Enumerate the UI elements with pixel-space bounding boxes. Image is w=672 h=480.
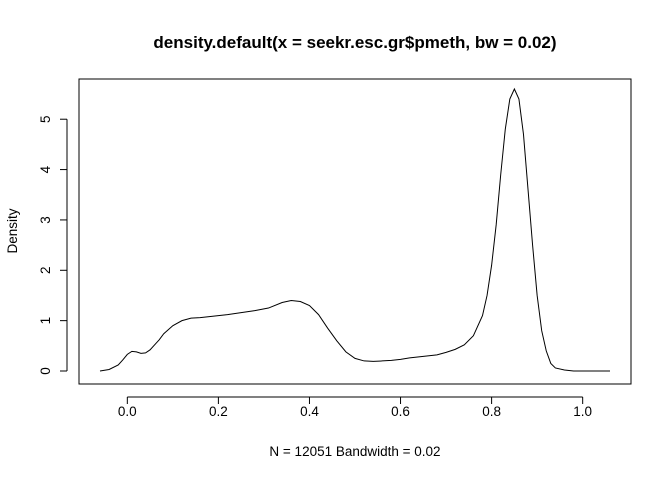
x-tick-label: 0.8 — [482, 404, 501, 419]
y-axis-label: Density — [5, 208, 20, 253]
y-tick-label: 1 — [38, 317, 53, 325]
chart-title: density.default(x = seekr.esc.gr$pmeth, … — [153, 33, 556, 52]
y-tick-label: 5 — [38, 115, 53, 123]
y-tick-label: 3 — [38, 216, 53, 224]
y-tick-label: 0 — [38, 367, 53, 375]
density-curve — [99, 87, 610, 372]
plot-frame — [78, 78, 632, 385]
x-tick-label: 0.4 — [300, 404, 319, 419]
y-tick-label: 4 — [38, 165, 53, 173]
x-tick-label: 0.0 — [118, 404, 137, 419]
x-tick-label: 1.0 — [573, 404, 592, 419]
y-tick-label: 2 — [38, 267, 53, 275]
x-tick-label: 0.6 — [391, 404, 410, 419]
x-axis-label: N = 12051 Bandwidth = 0.02 — [269, 444, 440, 459]
x-axis: 0.0 0.2 0.4 0.6 0.8 1.0 — [118, 396, 592, 419]
x-tick-label: 0.2 — [209, 404, 228, 419]
y-axis: 0 1 2 3 4 5 — [38, 115, 68, 375]
